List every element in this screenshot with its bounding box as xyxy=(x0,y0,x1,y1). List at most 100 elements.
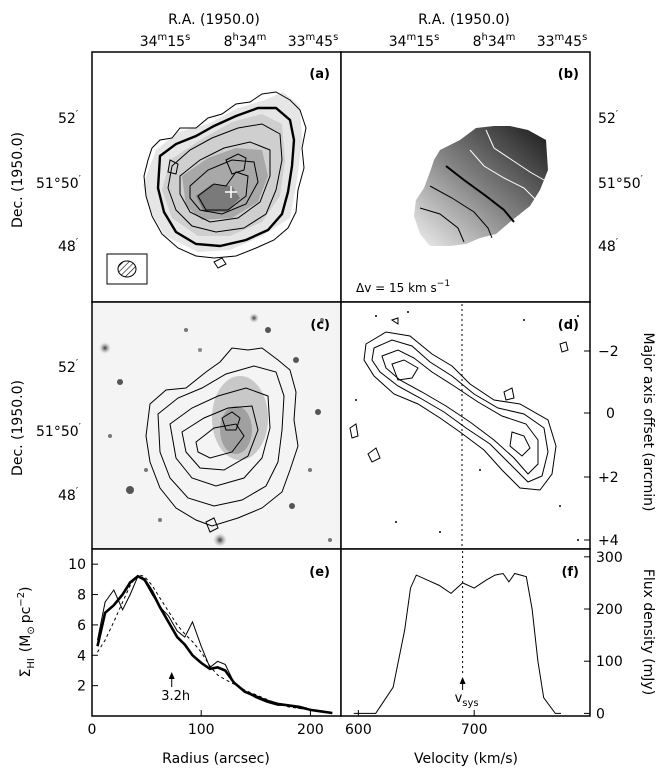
surface-density-axis-title: ΣHI(M⊙pc−2) xyxy=(16,586,37,677)
contour xyxy=(143,91,307,259)
contour xyxy=(559,341,569,353)
star xyxy=(126,486,134,494)
dec-tick-label: 52′ xyxy=(598,109,619,127)
star xyxy=(158,518,162,522)
vsys-label: vsys xyxy=(455,691,479,709)
dec-tick-label: 51°50′ xyxy=(36,422,82,440)
ra-tick-label: 8h34m xyxy=(224,32,267,50)
hi-contours-a xyxy=(143,91,307,269)
ra-tick-label: 8h34m xyxy=(473,32,516,50)
dec-axis-title-c: Dec. (1950.0) xyxy=(10,380,26,476)
isovelocity-contour xyxy=(419,207,465,243)
flux-axis-title: Flux density (mJy) xyxy=(640,569,656,695)
panel-f-series xyxy=(353,572,561,714)
panel-f-y-ticks: 0 100 200 300 xyxy=(584,550,623,722)
contour xyxy=(363,331,557,491)
y-tick-label: 200 xyxy=(596,602,623,618)
profile-line-thick xyxy=(96,574,333,715)
dec-tick-label: 51°50′ xyxy=(36,174,82,192)
noise-speck xyxy=(395,521,397,523)
star xyxy=(315,409,321,415)
panel-c: (c) xyxy=(91,301,342,550)
noise-speck xyxy=(439,531,441,533)
noise-speck xyxy=(577,315,579,317)
noise-speck xyxy=(577,539,579,541)
contour xyxy=(195,423,245,459)
contour xyxy=(145,347,299,527)
star xyxy=(320,318,324,322)
y-tick-label: 10 xyxy=(68,557,86,573)
panel-f: 0 100 200 300 600 700 vsys (f) xyxy=(340,548,623,738)
star xyxy=(108,434,112,438)
major-axis-ticks xyxy=(584,350,590,541)
noise-speck xyxy=(355,399,357,401)
vsys-arrowhead xyxy=(459,677,466,684)
dec-tick-label: 48′ xyxy=(58,237,79,255)
contour xyxy=(367,447,381,463)
contour xyxy=(189,159,259,215)
star xyxy=(184,328,188,332)
ra-tick-label: 34m15s xyxy=(140,32,191,50)
contour xyxy=(197,171,249,211)
velocity-contours xyxy=(419,129,545,243)
contour xyxy=(169,387,271,487)
star xyxy=(308,468,312,472)
contour xyxy=(349,423,359,439)
foreground-stars xyxy=(99,313,332,547)
panel-d: (d) xyxy=(340,301,591,550)
y-tick-label: 8 xyxy=(77,588,86,604)
star xyxy=(289,503,295,509)
contour xyxy=(167,159,179,175)
ra-tick-label: 33m45s xyxy=(288,32,339,50)
noise-speck xyxy=(559,505,561,507)
dec-tick-label: 51°50′ xyxy=(598,174,644,192)
global-profile-line xyxy=(353,572,561,714)
scale-length-arrowhead xyxy=(168,672,175,679)
contour xyxy=(503,387,515,401)
contour xyxy=(509,431,531,457)
x-tick-label: 200 xyxy=(297,722,324,738)
velocity-interval-label: Δv = 15 km s−1 xyxy=(356,279,450,295)
contour xyxy=(371,339,549,483)
dec-tick-label: 48′ xyxy=(598,237,619,255)
star xyxy=(117,379,123,385)
panel-a-label: (a) xyxy=(309,67,330,82)
noise-speck xyxy=(375,315,377,317)
dec-tick-label: 52′ xyxy=(58,109,79,127)
kinematic-centre-marker xyxy=(225,186,237,198)
isovelocity-contour xyxy=(429,185,493,239)
x-tick-label: 600 xyxy=(345,722,372,738)
star xyxy=(99,342,111,354)
panel-e-x-ticks: 0 100 200 xyxy=(88,710,324,738)
y-tick-label: 0 xyxy=(596,706,605,722)
panel-e-label: (e) xyxy=(309,565,330,580)
major-axis-tick-label: +2 xyxy=(598,470,619,486)
hi-contours-c xyxy=(145,347,299,533)
beam-ellipse xyxy=(117,260,137,278)
panel-e-y-ticks: 2 4 6 8 10 xyxy=(68,557,98,695)
y-tick-label: 4 xyxy=(77,648,86,664)
panel-f-label: (f) xyxy=(561,565,579,580)
panel-b: (b) Δv = 15 km s−1 xyxy=(340,51,591,303)
star xyxy=(328,538,332,542)
dec-tick-labels-b: 52′ 51°50′ 48′ xyxy=(598,109,644,255)
isovelocity-contour xyxy=(469,149,537,201)
major-axis-tick-label: 0 xyxy=(606,406,615,422)
systemic-velocity-contour xyxy=(445,165,515,223)
major-axis-tick-label: −2 xyxy=(598,344,619,360)
velocity-axis-title: Velocity (km/s) xyxy=(414,751,518,767)
dec-tick-labels-a: 52′ 51°50′ 48′ xyxy=(36,109,82,255)
dec-tick-labels-c: 52′ 51°50′ 48′ xyxy=(36,358,82,504)
y-tick-label: 100 xyxy=(596,654,623,670)
contour xyxy=(225,153,247,175)
contour xyxy=(181,405,259,471)
isovelocity-contour xyxy=(485,129,545,181)
contour xyxy=(179,141,271,223)
hi-emission-peak xyxy=(196,184,240,212)
profile-line-dashed xyxy=(97,574,333,714)
ra-axis-title-left: R.A. (1950.0) xyxy=(168,12,260,28)
ra-tick-label: 33m45s xyxy=(537,32,588,50)
panel-c-label: (c) xyxy=(310,318,330,333)
noise-speck xyxy=(407,311,409,313)
